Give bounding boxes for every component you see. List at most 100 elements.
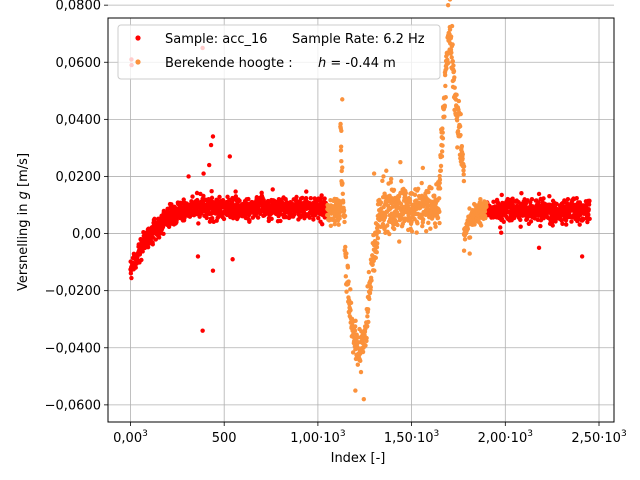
data-point	[465, 226, 471, 232]
data-point	[246, 212, 252, 218]
data-point	[340, 97, 345, 102]
data-point	[437, 186, 443, 191]
data-point	[491, 199, 496, 205]
data-point	[319, 193, 324, 198]
data-point	[436, 196, 442, 201]
data-point	[440, 126, 445, 131]
data-point	[397, 239, 402, 244]
data-point	[322, 196, 327, 201]
data-point	[348, 287, 353, 292]
data-point	[384, 168, 389, 173]
data-point	[391, 226, 397, 232]
data-point	[409, 229, 415, 234]
data-point	[579, 254, 585, 259]
data-point	[460, 156, 465, 161]
data-point	[398, 201, 404, 207]
data-point	[415, 186, 421, 191]
data-point	[337, 216, 342, 221]
data-point	[554, 201, 559, 207]
data-point	[220, 198, 226, 203]
data-point	[435, 215, 441, 221]
data-point	[133, 265, 138, 270]
data-point	[420, 165, 426, 171]
data-point	[577, 222, 582, 227]
data-point	[339, 128, 344, 133]
data-point	[462, 237, 468, 242]
data-point	[209, 188, 214, 194]
data-point	[375, 235, 381, 241]
data-point	[217, 194, 222, 200]
data-point	[129, 275, 134, 281]
data-point	[166, 224, 172, 229]
data-point	[374, 249, 379, 255]
data-point	[278, 218, 283, 224]
data-point	[421, 217, 426, 222]
data-point	[472, 222, 477, 227]
data-point	[338, 144, 344, 149]
data-point	[443, 83, 448, 89]
data-point	[461, 164, 467, 169]
data-point	[303, 195, 309, 201]
data-point	[461, 172, 466, 177]
data-point	[343, 254, 349, 260]
data-point	[400, 211, 406, 217]
data-point	[156, 235, 162, 240]
legend-sample-rate: Sample Rate: 6.2 Hz	[292, 32, 425, 47]
data-point	[450, 59, 456, 64]
data-point	[585, 219, 590, 225]
data-point	[447, 0, 453, 2]
data-point	[574, 195, 579, 201]
data-point	[426, 189, 431, 195]
data-point	[328, 223, 334, 228]
data-point	[564, 222, 569, 227]
data-point	[437, 177, 443, 182]
data-point	[385, 223, 390, 228]
data-point	[230, 257, 235, 262]
data-point	[498, 225, 503, 230]
data-point	[438, 168, 444, 173]
data-point	[536, 245, 542, 251]
x-tick-label: 0,003	[113, 429, 148, 446]
data-point	[538, 223, 543, 229]
y-axis-label: Versnelling in g [m/s]	[16, 153, 31, 291]
data-point	[484, 200, 489, 206]
data-point	[387, 231, 392, 237]
series-points	[128, 45, 592, 333]
data-point	[426, 220, 431, 226]
data-point	[227, 154, 233, 159]
data-point	[370, 262, 375, 267]
data-point	[153, 237, 158, 242]
data-point	[210, 268, 216, 273]
legend-marker-hoogte	[135, 59, 141, 65]
data-point	[364, 335, 369, 341]
data-point	[437, 209, 442, 214]
data-point	[336, 222, 341, 227]
data-point	[458, 111, 463, 117]
data-point	[342, 213, 348, 219]
data-point	[482, 209, 488, 214]
data-point	[450, 42, 455, 47]
data-point	[455, 145, 460, 150]
data-point	[586, 207, 591, 212]
data-point	[340, 165, 345, 170]
data-point	[577, 200, 583, 205]
data-point	[161, 231, 166, 237]
data-point	[439, 154, 445, 159]
data-point	[210, 216, 215, 221]
data-point	[221, 216, 227, 222]
data-point	[196, 221, 201, 226]
data-point	[380, 178, 385, 184]
data-point	[255, 215, 261, 220]
data-point	[553, 219, 558, 224]
data-point	[560, 221, 565, 227]
data-point	[360, 349, 366, 354]
data-point	[365, 307, 371, 312]
data-point	[269, 216, 274, 222]
x-tick-label: 2,00·103	[478, 429, 533, 446]
data-point	[455, 114, 460, 119]
data-point	[225, 194, 230, 200]
data-point	[374, 245, 380, 250]
data-point	[246, 196, 251, 202]
data-point	[341, 208, 347, 213]
data-point	[460, 152, 465, 157]
